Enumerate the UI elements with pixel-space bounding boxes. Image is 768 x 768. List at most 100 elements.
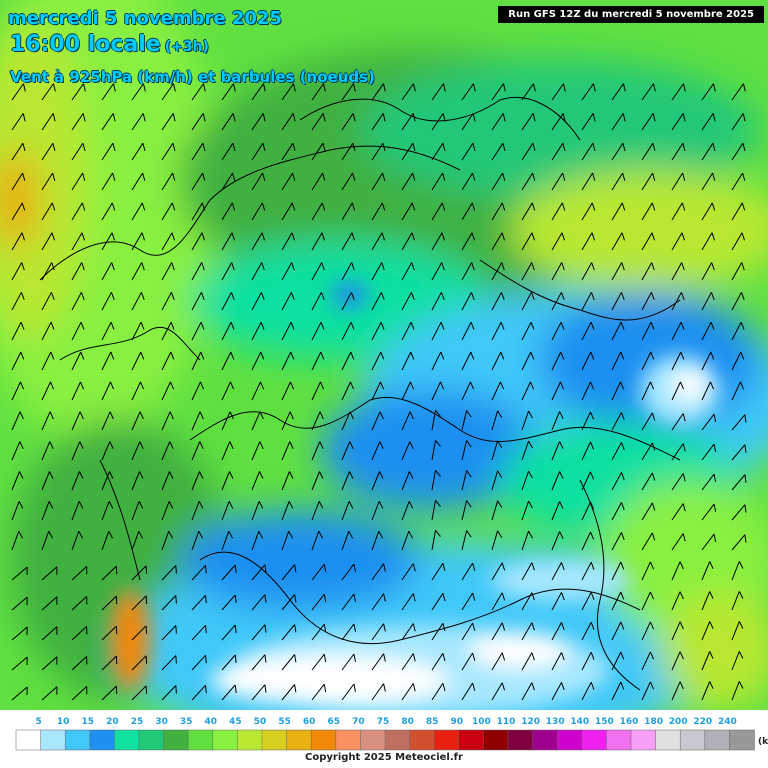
wind-barb-feather — [653, 83, 656, 92]
wind-barb-feather — [21, 232, 25, 241]
wind-barb — [221, 501, 230, 521]
wind-barb — [551, 622, 562, 641]
wind-barb — [221, 594, 236, 611]
wind-barb — [551, 142, 564, 161]
wind-barb-feather — [501, 652, 506, 661]
wind-barb — [41, 686, 58, 701]
wind-barb-feather — [113, 83, 116, 92]
wind-barb — [161, 381, 171, 401]
wind-barb-feather — [141, 202, 146, 211]
wind-barb-feather — [531, 232, 535, 241]
wind-barb-feather — [139, 471, 144, 479]
wind-barb-feather — [111, 232, 115, 241]
wind-barb — [551, 381, 561, 401]
wind-barb-feather — [48, 530, 54, 539]
wind-barb-feather — [412, 653, 416, 662]
wind-barb — [341, 471, 350, 491]
wind-barb — [371, 351, 382, 371]
wind-barb — [461, 470, 468, 491]
wind-barb-feather — [205, 685, 207, 694]
legend-tick-label: 75 — [377, 717, 390, 727]
wind-barb-feather — [205, 655, 207, 664]
wind-barb — [551, 562, 562, 581]
wind-barb-feather — [435, 499, 441, 507]
wind-barb-feather — [466, 440, 472, 448]
wind-barb-feather — [380, 292, 385, 300]
legend-tick-label: 20 — [106, 717, 119, 727]
wind-barb-feather — [264, 684, 267, 693]
wind-barb-feather — [561, 202, 566, 211]
wind-barb-feather — [562, 172, 566, 181]
wind-barb — [191, 232, 203, 251]
wind-barb-feather — [713, 83, 716, 92]
wind-barb-feather — [138, 530, 144, 539]
wind-barb — [41, 321, 52, 341]
wind-barb — [611, 292, 622, 311]
wind-barb-feather — [682, 113, 686, 122]
wind-barb-feather — [323, 684, 327, 693]
wind-barb — [311, 172, 324, 191]
wind-barb — [431, 321, 442, 341]
wind-barb-feather — [172, 172, 176, 181]
wind-barb-feather — [175, 655, 177, 664]
wind-barb-feather — [713, 504, 717, 512]
wind-barb-feather — [202, 113, 206, 122]
wind-barb — [671, 262, 683, 281]
wind-barb-feather — [561, 262, 565, 271]
wind-barb — [461, 622, 474, 641]
wind-barb-feather — [590, 682, 595, 690]
wind-barb — [521, 83, 534, 101]
wind-barb — [491, 202, 503, 221]
wind-barb — [401, 441, 411, 461]
wind-barb-feather — [229, 411, 234, 420]
wind-barb — [401, 471, 410, 491]
wind-barb-feather — [139, 441, 144, 450]
wind-barb — [611, 232, 623, 251]
run-banner: Run GFS 12Z du mercredi 5 novembre 2025 — [498, 6, 764, 23]
wind-barb-feather — [709, 591, 714, 599]
wind-barb-feather — [203, 83, 206, 92]
wind-barb — [11, 202, 23, 221]
wind-barb-feather — [682, 413, 686, 422]
wind-barb — [11, 626, 28, 641]
wind-barb-feather — [440, 381, 445, 390]
legend-swatch — [40, 729, 66, 751]
wind-barb-feather — [591, 202, 596, 211]
wind-barb-feather — [20, 381, 25, 390]
wind-barb — [341, 232, 353, 251]
wind-barb-feather — [288, 530, 294, 539]
wind-barb-feather — [291, 262, 295, 271]
wind-barb — [311, 381, 321, 401]
wind-barb — [71, 351, 82, 371]
wind-barb — [401, 292, 412, 311]
wind-barb — [131, 411, 141, 431]
wind-barb — [71, 596, 88, 611]
wind-barb — [101, 531, 110, 551]
wind-barb — [371, 563, 385, 581]
legend-tick-label: 35 — [180, 717, 193, 727]
wind-barb-feather — [682, 533, 686, 542]
wind-barb — [401, 321, 412, 341]
wind-barb — [131, 202, 143, 221]
wind-barb — [551, 501, 561, 521]
wind-barb — [101, 381, 111, 401]
wind-barb-feather — [409, 441, 414, 450]
wind-barb-feather — [650, 351, 655, 360]
wind-barb-feather — [651, 262, 655, 271]
wind-barb-feather — [712, 172, 716, 181]
wind-barb — [431, 142, 444, 161]
wind-barb-feather — [229, 441, 234, 450]
wind-barb-feather — [650, 292, 655, 300]
wind-barb-feather — [168, 530, 174, 539]
wind-barb-feather — [260, 322, 265, 330]
wind-barb-feather — [320, 381, 325, 390]
wind-barb — [11, 172, 24, 191]
wind-barb-feather — [497, 530, 503, 538]
wind-barb-feather — [435, 439, 441, 447]
wind-barb-feather — [145, 565, 148, 574]
wind-barb-feather — [472, 652, 476, 661]
wind-barb-feather — [260, 292, 265, 300]
wind-barb — [491, 262, 503, 281]
wind-barb — [221, 83, 234, 101]
wind-barb — [371, 501, 380, 521]
